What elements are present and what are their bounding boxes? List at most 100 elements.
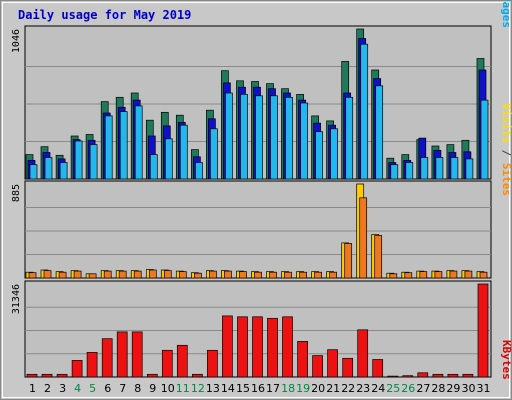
bar-visits-sites-day-14: [224, 270, 232, 279]
panel-visits-legend: Visits / Sites: [500, 103, 512, 196]
bar-kbytes-kbytes-day-23: [357, 329, 369, 378]
bar-hits-pages-day-13: [210, 128, 218, 180]
day-label-1: 1: [29, 382, 36, 395]
bar-hits-pages-day-19: [300, 102, 308, 180]
day-label-14: 14: [221, 382, 235, 395]
bar-kbytes-kbytes-day-19: [297, 341, 308, 378]
day-label-10: 10: [161, 382, 175, 395]
panel-kbytes: 31346 KBytes: [11, 280, 512, 380]
bar-hits-pages-day-31: [480, 99, 489, 180]
legend-part: /: [500, 143, 512, 163]
bar-hits-pages-day-15: [240, 94, 248, 180]
panel-hits-legend: Hits / Files / Pages: [500, 0, 512, 28]
bar-visits-sites-day-1: [28, 272, 37, 279]
bar-visits-sites-day-18: [284, 271, 292, 279]
bar-hits-pages-day-17: [270, 95, 278, 180]
day-axis-labels: 1 2 3 4 5 6 7 8 9 10 11 12 13 14 15 16 17 18 19 20 21 22 23 24 2…: [29, 382, 491, 395]
bar-kbytes-kbytes-day-30: [462, 373, 474, 378]
bar-visits-sites-day-16: [254, 271, 262, 279]
day-label-6: 6: [104, 382, 111, 395]
day-label-7: 7: [119, 382, 126, 395]
bar-kbytes-kbytes-day-5: [86, 352, 98, 378]
bar-kbytes-kbytes-day-29: [447, 373, 459, 378]
day-label-30: 30: [462, 382, 476, 395]
legend-part: Pages: [500, 0, 512, 28]
bar-kbytes-kbytes-day-27: [417, 372, 429, 378]
bar-hits-pages-day-16: [255, 95, 263, 180]
bar-hits-pages-day-12: [195, 162, 203, 180]
panel-hits: 1046 Hits / Files / Pages: [11, 0, 512, 180]
day-label-5: 5: [89, 382, 96, 395]
legend-part: KBytes: [500, 340, 512, 380]
bar-kbytes-kbytes-day-1: [26, 373, 38, 378]
day-label-8: 8: [134, 382, 141, 395]
bar-kbytes-kbytes-day-20: [312, 355, 323, 378]
bar-hits-pages-day-2: [44, 157, 53, 180]
bar-visits-sites-day-17: [269, 271, 277, 279]
bar-kbytes-kbytes-day-25: [387, 375, 399, 378]
day-label-21: 21: [326, 382, 340, 395]
bar-visits-sites-day-13: [209, 270, 217, 279]
bar-visits-sites-day-20: [314, 271, 322, 279]
day-label-16: 16: [251, 382, 265, 395]
bar-hits-pages-day-27: [420, 157, 429, 180]
bar-visits-sites-day-15: [239, 271, 247, 279]
bar-kbytes-kbytes-day-18: [282, 316, 293, 378]
bar-kbytes-kbytes-day-2: [41, 373, 53, 378]
day-label-25: 25: [386, 382, 400, 395]
chart-panels: 1046 Hits / Files / Pages 885 Visits / Site…: [11, 0, 512, 380]
bar-visits-sites-day-23: [359, 197, 368, 279]
bar-kbytes-kbytes-day-13: [207, 349, 218, 378]
bar-kbytes-kbytes-day-16: [252, 316, 263, 378]
bar-visits-sites-day-7: [118, 270, 127, 279]
bar-visits-sites-day-3: [58, 271, 67, 279]
bar-hits-pages-day-29: [450, 157, 459, 180]
bar-visits-sites-day-19: [299, 271, 307, 279]
day-label-9: 9: [149, 382, 156, 395]
day-label-4: 4: [74, 382, 81, 395]
day-label-28: 28: [431, 382, 445, 395]
bar-visits-sites-day-10: [163, 270, 172, 279]
panel-visits-plot-area: [24, 180, 492, 279]
bar-hits-pages-day-10: [164, 138, 173, 180]
bar-visits-sites-day-2: [43, 270, 52, 279]
bar-visits-sites-day-9: [148, 269, 157, 279]
bar-visits-sites-day-12: [194, 272, 202, 279]
day-label-27: 27: [416, 382, 430, 395]
panel-kbytes-legend: KBytes: [500, 340, 512, 380]
bar-hits-pages-day-30: [465, 158, 474, 180]
day-label-2: 2: [44, 382, 51, 395]
bar-hits-pages-day-28: [435, 157, 444, 180]
bar-kbytes-kbytes-day-21: [327, 349, 338, 378]
bar-kbytes-kbytes-day-14: [222, 315, 233, 378]
bar-kbytes-kbytes-day-10: [161, 349, 173, 378]
bar-hits-pages-day-21: [330, 128, 338, 180]
bar-hits-pages-day-4: [74, 140, 83, 180]
bar-hits-pages-day-9: [149, 154, 158, 180]
day-label-23: 23: [356, 382, 370, 395]
bar-hits-pages-day-1: [29, 164, 38, 180]
bar-visits-sites-day-6: [103, 270, 112, 279]
day-label-22: 22: [341, 382, 355, 395]
bar-visits-sites-day-4: [73, 270, 82, 279]
bar-visits-sites-day-30: [464, 270, 473, 279]
bar-visits-sites-day-31: [479, 271, 488, 279]
bar-hits-pages-day-3: [59, 162, 68, 180]
day-label-18: 18: [281, 382, 295, 395]
panel-hits-max-label: 1046: [11, 29, 22, 53]
bar-hits-pages-day-26: [405, 162, 414, 180]
bar-kbytes-kbytes-day-22: [342, 357, 354, 378]
day-label-3: 3: [59, 382, 66, 395]
day-label-19: 19: [296, 382, 310, 395]
day-label-11: 11: [176, 382, 190, 395]
legend-part: Visits: [500, 103, 512, 143]
day-label-20: 20: [311, 382, 325, 395]
bar-visits-sites-day-26: [404, 272, 413, 279]
bar-kbytes-kbytes-day-4: [71, 360, 83, 378]
bar-hits-pages-day-6: [104, 115, 113, 180]
day-label-31: 31: [477, 382, 491, 395]
bar-visits-sites-day-28: [434, 271, 443, 279]
bar-visits-sites-day-27: [419, 271, 428, 279]
day-label-17: 17: [266, 382, 280, 395]
